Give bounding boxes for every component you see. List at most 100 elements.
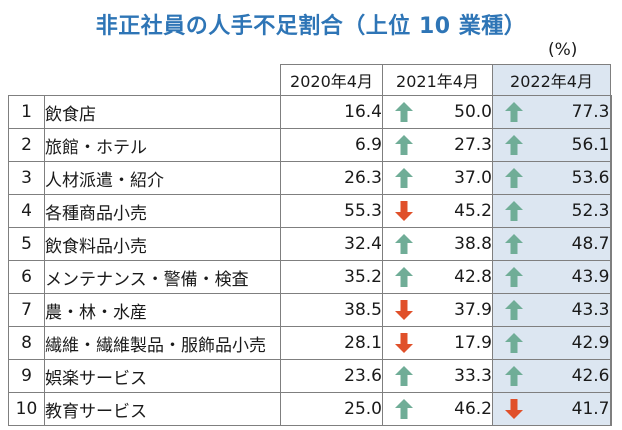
value-2022: 56.1: [571, 135, 610, 155]
value-2021-cell: 37.9: [382, 293, 493, 327]
value-2021-cell: 33.3: [382, 359, 493, 393]
value-2021: 46.2: [454, 399, 492, 419]
rank-cell: 5: [8, 227, 45, 261]
header-blank: [8, 64, 281, 96]
industry-cell: メンテナンス・警備・検査: [44, 260, 281, 294]
up-arrow-icon: [395, 168, 413, 188]
value-2022-cell: 53.6: [492, 161, 612, 195]
rank-cell: 2: [8, 128, 45, 162]
value-2022-cell: 52.3: [492, 194, 612, 228]
up-arrow-icon: [395, 234, 413, 254]
up-arrow-icon: [395, 366, 413, 386]
down-arrow-icon: [505, 399, 523, 419]
value-2021-cell: 17.9: [382, 326, 493, 360]
value-2020-cell: 26.3: [280, 161, 383, 195]
up-arrow-icon: [505, 366, 523, 386]
up-arrow-icon: [395, 102, 413, 122]
value-2021: 37.0: [454, 168, 492, 188]
value-2021: 45.2: [454, 201, 492, 221]
value-2022-cell: 48.7: [492, 227, 612, 261]
up-arrow-icon: [505, 234, 523, 254]
up-arrow-icon: [395, 267, 413, 287]
value-2020-cell: 38.5: [280, 293, 383, 327]
value-2022: 52.3: [571, 201, 610, 221]
down-arrow-icon: [395, 201, 413, 221]
value-2021: 37.9: [454, 300, 492, 320]
industry-cell: 農・林・水産: [44, 293, 281, 327]
ranking-table: 2020年4月 2021年4月 2022年4月 1 飲食店 16.4 50.0 77.3…: [8, 64, 612, 426]
industry-cell: 飲食料品小売: [44, 227, 281, 261]
industry-cell: 旅館・ホテル: [44, 128, 281, 162]
table-row: 7 農・林・水産 38.5 37.9 43.3: [8, 293, 612, 327]
value-2022-cell: 41.7: [492, 392, 612, 426]
up-arrow-icon: [505, 267, 523, 287]
column-header-2022: 2022年4月: [492, 64, 611, 96]
unit-label: (%): [548, 40, 578, 60]
industry-cell: 人材派遣・紹介: [44, 161, 281, 195]
value-2022: 42.6: [571, 366, 610, 386]
rank-cell: 8: [8, 326, 45, 360]
up-arrow-icon: [505, 333, 523, 353]
value-2020-cell: 55.3: [280, 194, 383, 228]
value-2021: 33.3: [454, 366, 492, 386]
value-2022-cell: 42.9: [492, 326, 612, 360]
value-2022-cell: 43.3: [492, 293, 612, 327]
value-2022-cell: 77.3: [492, 95, 612, 129]
value-2022: 43.3: [571, 300, 610, 320]
value-2021-cell: 46.2: [382, 392, 493, 426]
rank-cell: 7: [8, 293, 45, 327]
value-2020-cell: 25.0: [280, 392, 383, 426]
industry-cell: 飲食店: [44, 95, 281, 129]
rank-cell: 3: [8, 161, 45, 195]
value-2021-cell: 50.0: [382, 95, 493, 129]
up-arrow-icon: [505, 102, 523, 122]
value-2022: 41.7: [571, 399, 610, 419]
value-2020-cell: 6.9: [280, 128, 383, 162]
rank-cell: 9: [8, 359, 45, 393]
column-header-2020: 2020年4月: [280, 64, 383, 96]
rank-cell: 10: [8, 392, 45, 426]
up-arrow-icon: [395, 135, 413, 155]
value-2021: 42.8: [454, 267, 492, 287]
value-2020-cell: 16.4: [280, 95, 383, 129]
value-2020-cell: 35.2: [280, 260, 383, 294]
down-arrow-icon: [395, 333, 413, 353]
value-2022: 77.3: [571, 102, 610, 122]
column-header-2021: 2021年4月: [382, 64, 493, 96]
industry-cell: 各種商品小売: [44, 194, 281, 228]
value-2021-cell: 37.0: [382, 161, 493, 195]
industry-cell: 繊維・繊維製品・服飾品小売: [44, 326, 281, 360]
value-2021: 27.3: [454, 135, 492, 155]
table-row: 3 人材派遣・紹介 26.3 37.0 53.6: [8, 161, 612, 195]
value-2020-cell: 32.4: [280, 227, 383, 261]
table-row: 5 飲食料品小売 32.4 38.8 48.7: [8, 227, 612, 261]
value-2022-cell: 42.6: [492, 359, 612, 393]
up-arrow-icon: [395, 399, 413, 419]
value-2020-cell: 28.1: [280, 326, 383, 360]
value-2021-cell: 45.2: [382, 194, 493, 228]
value-2021-cell: 42.8: [382, 260, 493, 294]
table-row: 8 繊維・繊維製品・服飾品小売 28.1 17.9 42.9: [8, 326, 612, 360]
value-2022: 53.6: [571, 168, 610, 188]
value-2021: 50.0: [454, 102, 492, 122]
value-2021: 17.9: [454, 333, 492, 353]
up-arrow-icon: [505, 168, 523, 188]
value-2022: 42.9: [571, 333, 610, 353]
rank-cell: 4: [8, 194, 45, 228]
table-row: 10 教育サービス 25.0 46.2 41.7: [8, 392, 612, 426]
up-arrow-icon: [505, 300, 523, 320]
header-row: 2020年4月 2021年4月 2022年4月: [8, 64, 611, 96]
value-2022-cell: 43.9: [492, 260, 612, 294]
value-2021-cell: 38.8: [382, 227, 493, 261]
up-arrow-icon: [505, 135, 523, 155]
value-2022: 48.7: [571, 234, 610, 254]
industry-cell: 教育サービス: [44, 392, 281, 426]
value-2021: 38.8: [454, 234, 492, 254]
table-row: 4 各種商品小売 55.3 45.2 52.3: [8, 194, 612, 228]
table-row: 2 旅館・ホテル 6.9 27.3 56.1: [8, 128, 612, 162]
down-arrow-icon: [395, 300, 413, 320]
up-arrow-icon: [505, 201, 523, 221]
rank-cell: 6: [8, 260, 45, 294]
value-2022-cell: 56.1: [492, 128, 612, 162]
value-2021-cell: 27.3: [382, 128, 493, 162]
